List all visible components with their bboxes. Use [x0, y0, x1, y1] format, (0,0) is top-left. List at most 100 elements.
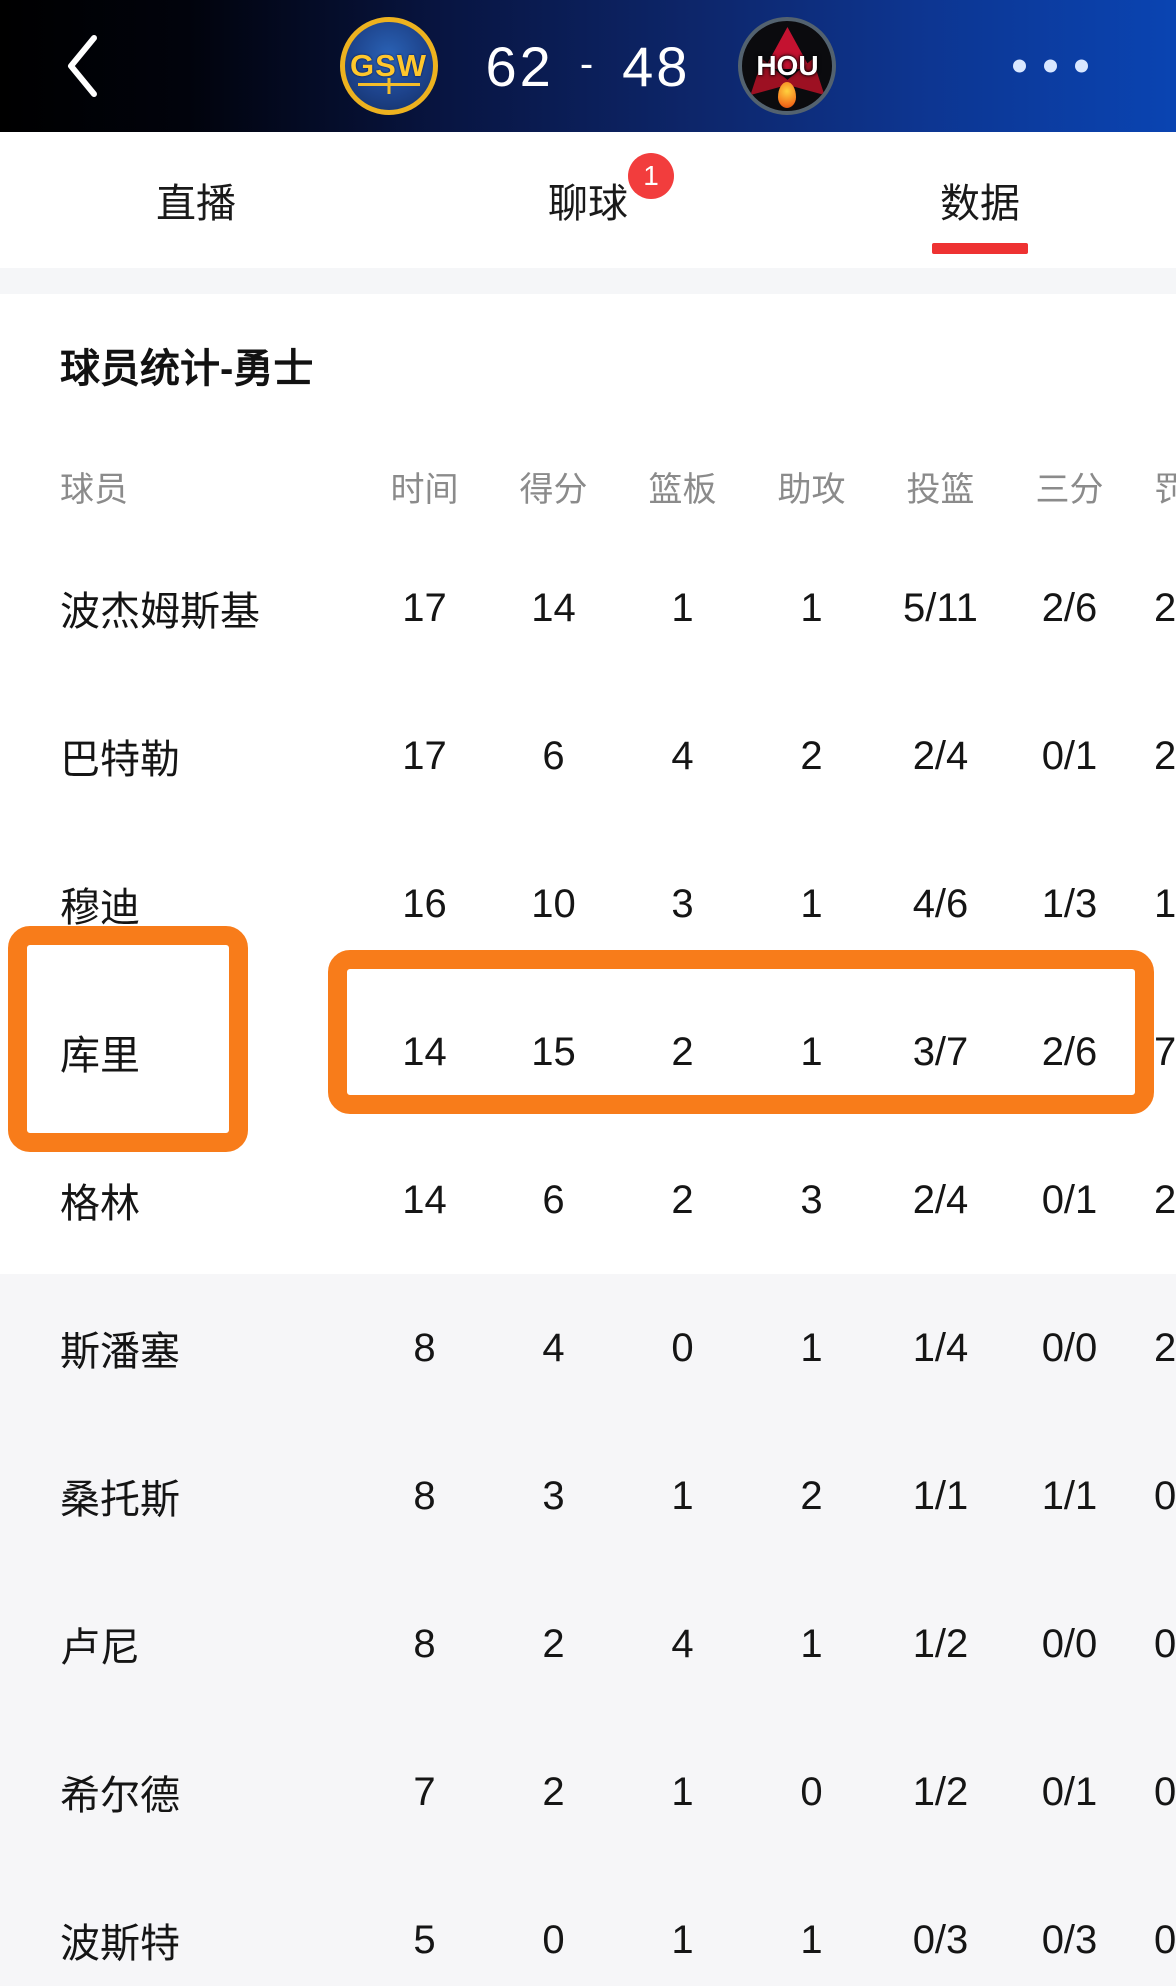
back-button[interactable]	[52, 31, 112, 101]
stat-cell: 1/1	[912, 1473, 969, 1518]
stat-cell: 1	[800, 1325, 823, 1370]
table-header: 球员 时间 得分 篮板 助攻 投篮 三分 罚	[0, 438, 1176, 534]
stat-cell: 5/11	[903, 585, 978, 630]
stat-cell: 8	[413, 1325, 436, 1370]
stat-cell: 2	[671, 1177, 694, 1222]
home-team-logo-gsw: GSW	[339, 17, 438, 115]
player-name: 波斯特	[60, 1922, 180, 1966]
ellipsis-icon	[1044, 59, 1057, 73]
stat-cell: 0/3	[1041, 1917, 1098, 1962]
stat-cell: 1/2	[912, 1621, 969, 1666]
home-team-abbr: GSW	[350, 48, 428, 83]
stat-cell: 1	[800, 1029, 823, 1074]
stat-cell: 2	[1154, 1177, 1176, 1222]
stat-cell: 1	[800, 1621, 823, 1666]
ellipsis-icon	[1013, 59, 1026, 73]
stat-cell: 5	[413, 1917, 436, 1962]
stat-cell: 0	[1154, 1473, 1176, 1518]
stat-cell: 2	[1154, 1325, 1176, 1370]
stat-cell: 2/6	[1041, 1029, 1098, 1074]
table-row[interactable]: 卢尼 8 2 4 1 1/2 0/0 0	[0, 1570, 1176, 1718]
stat-cell: 4/6	[912, 881, 969, 926]
stat-cell: 16	[402, 881, 447, 926]
stat-cell: 1	[800, 1917, 823, 1962]
column-header: 投篮	[906, 470, 975, 509]
tab-data[interactable]: 数据	[784, 132, 1176, 268]
stat-cell: 2/6	[1041, 585, 1098, 630]
stat-cell: 10	[531, 881, 576, 926]
table-row[interactable]: 库里 14 15 2 1 3/7 2/6 7	[0, 978, 1176, 1126]
player-name: 希尔德	[60, 1774, 180, 1818]
stats-panel: 球员统计-勇士 球员 时间 得分 篮板 助攻 投篮 三分罚 波杰姆斯基 17 14 1 1 5/11 2…	[0, 294, 1176, 1986]
stat-cell: 0	[800, 1769, 823, 1814]
stat-cell: 1	[671, 585, 694, 630]
column-header: 球员	[60, 470, 128, 509]
away-team-abbr: HOU	[756, 50, 819, 81]
stat-cell: 17	[402, 733, 447, 778]
stat-cell: 14	[531, 585, 576, 630]
column-header: 三分	[1035, 470, 1104, 509]
score-separator: -	[579, 41, 597, 86]
away-score: 48	[622, 34, 691, 98]
stat-cell: 3	[800, 1177, 823, 1222]
stat-cell: 2	[542, 1769, 565, 1814]
column-header: 篮板	[648, 470, 717, 509]
home-score: 62	[485, 34, 554, 98]
gsw-bridge-icon	[357, 83, 420, 97]
stat-cell: 1/4	[912, 1325, 969, 1370]
stat-cell: 14	[402, 1029, 447, 1074]
stat-cell: 1	[671, 1917, 694, 1962]
stat-cell: 6	[542, 733, 565, 778]
table-row[interactable]: 希尔德 7 2 1 0 1/2 0/1 0	[0, 1718, 1176, 1866]
stat-cell: 2/4	[912, 733, 969, 778]
stat-cell: 1/2	[912, 1769, 969, 1814]
stat-cell: 3	[671, 881, 694, 926]
stat-cell: 0	[671, 1325, 694, 1370]
active-tab-underline	[932, 243, 1028, 254]
player-name: 波杰姆斯基	[60, 590, 260, 634]
stat-cell: 7	[413, 1769, 436, 1814]
table-row[interactable]: 波杰姆斯基 17 14 1 1 5/11 2/6 2	[0, 534, 1176, 682]
stat-cell: 2	[542, 1621, 565, 1666]
table-row[interactable]: 格林 14 6 2 3 2/4 0/1 2	[0, 1126, 1176, 1274]
stat-cell: 1/3	[1041, 881, 1098, 926]
player-name: 卢尼	[60, 1626, 140, 1670]
stat-cell: 3/7	[912, 1029, 969, 1074]
stat-cell: 0	[1154, 1917, 1176, 1962]
stat-cell: 2	[1154, 733, 1176, 778]
stat-cell: 1	[671, 1769, 694, 1814]
stat-cell: 0/3	[912, 1917, 969, 1962]
section-title: 球员统计-勇士	[60, 347, 314, 391]
stat-cell: 0/0	[1041, 1621, 1098, 1666]
more-menu-button[interactable]	[1003, 50, 1098, 83]
table-row[interactable]: 桑托斯 8 3 1 2 1/1 1/1 0	[0, 1422, 1176, 1570]
table-row[interactable]: 穆迪 16 10 3 1 4/6 1/3 1	[0, 830, 1176, 978]
player-name: 巴特勒	[60, 738, 180, 782]
stat-cell: 7	[1154, 1029, 1176, 1074]
stat-cell: 1	[671, 1473, 694, 1518]
stat-cell: 2	[800, 733, 823, 778]
player-name: 库里	[60, 1034, 140, 1078]
match-header-bar: GSW 62 - 48 HOU	[0, 0, 1176, 132]
score: 62 - 48	[486, 34, 691, 99]
stat-cell: 14	[402, 1177, 447, 1222]
stat-cell: 0	[542, 1917, 565, 1962]
stat-cell: 1	[1154, 881, 1176, 926]
tab-data-label: 数据	[940, 182, 1020, 226]
table-row[interactable]: 斯潘塞 8 4 0 1 1/4 0/0 2	[0, 1274, 1176, 1422]
away-team-logo-hou: HOU	[738, 17, 837, 115]
table-row[interactable]: 巴特勒 17 6 4 2 2/4 0/1 2	[0, 682, 1176, 830]
tab-live-label: 直播	[156, 182, 236, 226]
stat-cell: 6	[542, 1177, 565, 1222]
stat-cell: 1	[800, 881, 823, 926]
tab-chat[interactable]: 聊球 1	[392, 132, 784, 268]
player-name: 格林	[60, 1182, 140, 1226]
section-separator	[0, 268, 1176, 294]
tab-live[interactable]: 直播	[0, 132, 392, 268]
column-header: 得分	[519, 470, 588, 509]
stat-cell: 1	[800, 585, 823, 630]
column-header: 罚	[1154, 470, 1176, 509]
stat-cell: 0	[1154, 1769, 1176, 1814]
player-name: 桑托斯	[60, 1478, 180, 1522]
table-row[interactable]: 波斯特 5 0 1 1 0/3 0/3 0	[0, 1866, 1176, 1986]
